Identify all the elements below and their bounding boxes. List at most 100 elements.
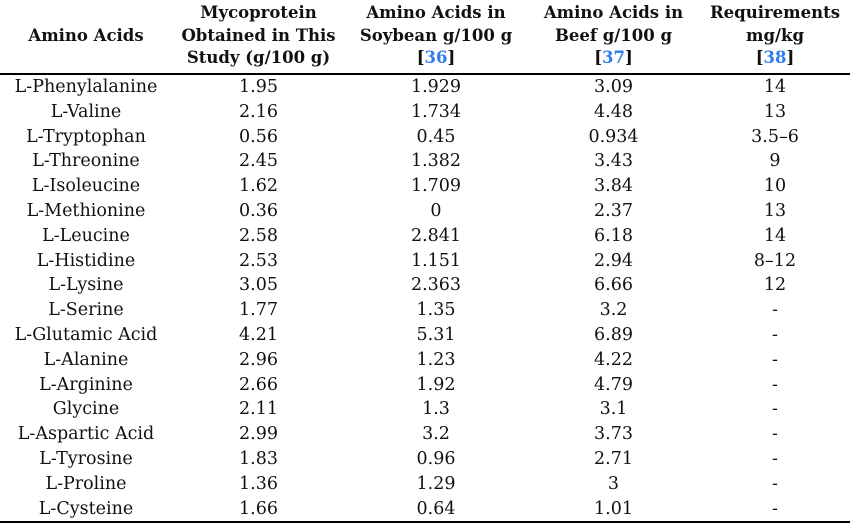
- cell-mycoprotein: 2.99: [239, 424, 278, 445]
- cell-requirements: 14: [763, 77, 787, 97]
- cell-amino_acid: L-Threonine: [32, 151, 140, 172]
- cell-beef: 3.1: [599, 399, 628, 420]
- cell-requirements: 3.5–6: [751, 126, 799, 147]
- cell-requirements: -: [772, 324, 778, 345]
- cell-amino_acid: L-Isoleucine: [31, 176, 141, 197]
- cell-amino_acid: L-Phenylalanine: [14, 77, 158, 97]
- cell-soybean: 1.92: [416, 374, 456, 395]
- column-header-soybean: Amino Acids in Soybean g/100 g [36]: [345, 0, 527, 75]
- table-row: L-Phenylalanine 1.95 1.929 3.09 14: [0, 74, 850, 100]
- column-header-line: Mycoprotein: [200, 3, 317, 23]
- cell-amino_acid: L-Tyrosine: [39, 448, 133, 469]
- cell-beef: 1.01: [527, 496, 700, 523]
- table-row: L-Proline 1.36 1.29 3 -: [0, 472, 850, 497]
- table-row: L-Lysine 3.05 2.363 6.66 12: [0, 273, 850, 298]
- cell-amino_acid: L-Methionine: [26, 200, 146, 221]
- cell-soybean: 1.929: [410, 77, 462, 97]
- table-body: L-Phenylalanine 1.95 1.929 3.09 14 L-Valine 2.…: [0, 74, 850, 523]
- cell-requirements: 13: [763, 200, 787, 221]
- table-row: L-Histidine 2.53 1.151 2.94 8–12: [0, 249, 850, 274]
- cell-soybean: 1.23: [416, 349, 456, 370]
- cell-requirements: -: [772, 473, 778, 494]
- cell-beef: 3.09: [594, 77, 633, 97]
- cell-requirements: 8–12: [753, 250, 797, 271]
- table-row: L-Serine 1.77 1.35 3.2 -: [0, 298, 850, 323]
- cell-beef: 3: [607, 473, 620, 494]
- citation-link-37[interactable]: 37: [602, 48, 625, 68]
- cell-requirements: 10: [763, 176, 787, 197]
- cell-mycoprotein: 4.21: [239, 324, 278, 345]
- cell-mycoprotein: 0.56: [239, 126, 278, 147]
- cell-beef: 6.89: [594, 324, 633, 345]
- cell-amino_acid: L-Histidine: [36, 250, 136, 271]
- citation-line: [38]: [702, 47, 848, 70]
- cell-mycoprotein: 2.53: [239, 250, 278, 271]
- citation-link-38[interactable]: 38: [763, 48, 787, 68]
- cell-mycoprotein: 0.36: [239, 200, 278, 221]
- cell-requirements: -: [772, 424, 778, 445]
- cell-mycoprotein: 1.77: [239, 300, 278, 321]
- cell-mycoprotein: 2.45: [239, 151, 278, 172]
- column-header-line: Soybean g/100 g: [359, 25, 513, 45]
- cell-beef: 2.94: [594, 250, 633, 271]
- citation-bracket-open: [: [594, 48, 603, 68]
- cell-requirements: 12: [763, 275, 787, 296]
- cell-mycoprotein: 2.96: [239, 349, 278, 370]
- table-row: L-Tyrosine 1.83 0.96 2.71 -: [0, 447, 850, 472]
- cell-beef: 3.43: [594, 151, 633, 172]
- cell-requirements: -: [700, 496, 850, 523]
- cell-beef: 6.18: [594, 225, 633, 246]
- column-header-line: mg/kg: [746, 25, 804, 45]
- cell-soybean: 1.35: [416, 300, 456, 321]
- cell-soybean: 1.734: [410, 101, 462, 122]
- column-header-mycoprotein: Mycoprotein Obtained in This Study (g/100 …: [172, 0, 345, 75]
- cell-mycoprotein: 2.66: [239, 374, 278, 395]
- cell-amino_acid: L-Serine: [48, 300, 124, 321]
- table-row: L-Tryptophan 0.56 0.45 0.934 3.5–6: [0, 125, 850, 150]
- column-header-line: Obtained in This: [181, 25, 336, 45]
- cell-amino_acid: L-Alanine: [43, 349, 129, 370]
- cell-mycoprotein: 2.16: [239, 101, 278, 122]
- cell-beef: 0.934: [588, 126, 639, 147]
- cell-mycoprotein: 1.95: [239, 77, 278, 97]
- cell-soybean: 0.64: [345, 496, 527, 523]
- column-header-line: Study (g/100 g): [186, 48, 331, 68]
- column-header-line: Beef g/100 g: [554, 25, 673, 45]
- cell-mycoprotein: 2.58: [239, 225, 278, 246]
- cell-soybean: 1.151: [410, 250, 462, 271]
- table-row: L-Leucine 2.58 2.841 6.18 14: [0, 224, 850, 249]
- cell-soybean: 3.2: [422, 424, 450, 445]
- cell-requirements: 13: [763, 101, 787, 122]
- cell-mycoprotein: 1.62: [239, 176, 278, 197]
- table-header-row: Amino Acids Mycoprotein Obtained in This St…: [0, 0, 850, 75]
- cell-soybean: 1.709: [410, 176, 462, 197]
- citation-link-36[interactable]: 36: [424, 48, 448, 68]
- table-row: L-Aspartic Acid 2.99 3.2 3.73 -: [0, 422, 850, 447]
- cell-amino_acid: L-Aspartic Acid: [17, 424, 155, 445]
- citation-line: [37]: [529, 47, 698, 70]
- cell-amino_acid: L-Valine: [50, 101, 122, 122]
- cell-beef: 2.71: [594, 448, 633, 469]
- cell-amino_acid: L-Leucine: [42, 225, 130, 246]
- cell-soybean: 0.45: [416, 126, 456, 147]
- cell-requirements: 9: [769, 151, 781, 172]
- cell-amino_acid: L-Tryptophan: [26, 126, 146, 147]
- table-header: Amino Acids Mycoprotein Obtained in This St…: [0, 0, 850, 75]
- cell-beef: 4.48: [594, 101, 633, 122]
- column-header-line: Amino Acids in: [543, 3, 684, 23]
- table-row: Glycine 2.11 1.3 3.1 -: [0, 397, 850, 422]
- cell-soybean: 5.31: [416, 324, 456, 345]
- citation-bracket-close: ]: [624, 48, 633, 68]
- table-row: L-Glutamic Acid 4.21 5.31 6.89 -: [0, 323, 850, 348]
- table-row: L-Valine 2.16 1.734 4.48 13: [0, 100, 850, 125]
- column-header-line: Requirements: [709, 3, 841, 23]
- cell-amino_acid: L-Glutamic Acid: [14, 324, 158, 345]
- cell-requirements: -: [772, 349, 778, 370]
- column-header-line: Amino Acids in: [366, 3, 506, 23]
- cell-soybean: 0: [430, 200, 442, 221]
- citation-line: [36]: [347, 47, 525, 70]
- cell-soybean: 1.3: [422, 399, 450, 420]
- table-row: L-Alanine 2.96 1.23 4.22 -: [0, 348, 850, 373]
